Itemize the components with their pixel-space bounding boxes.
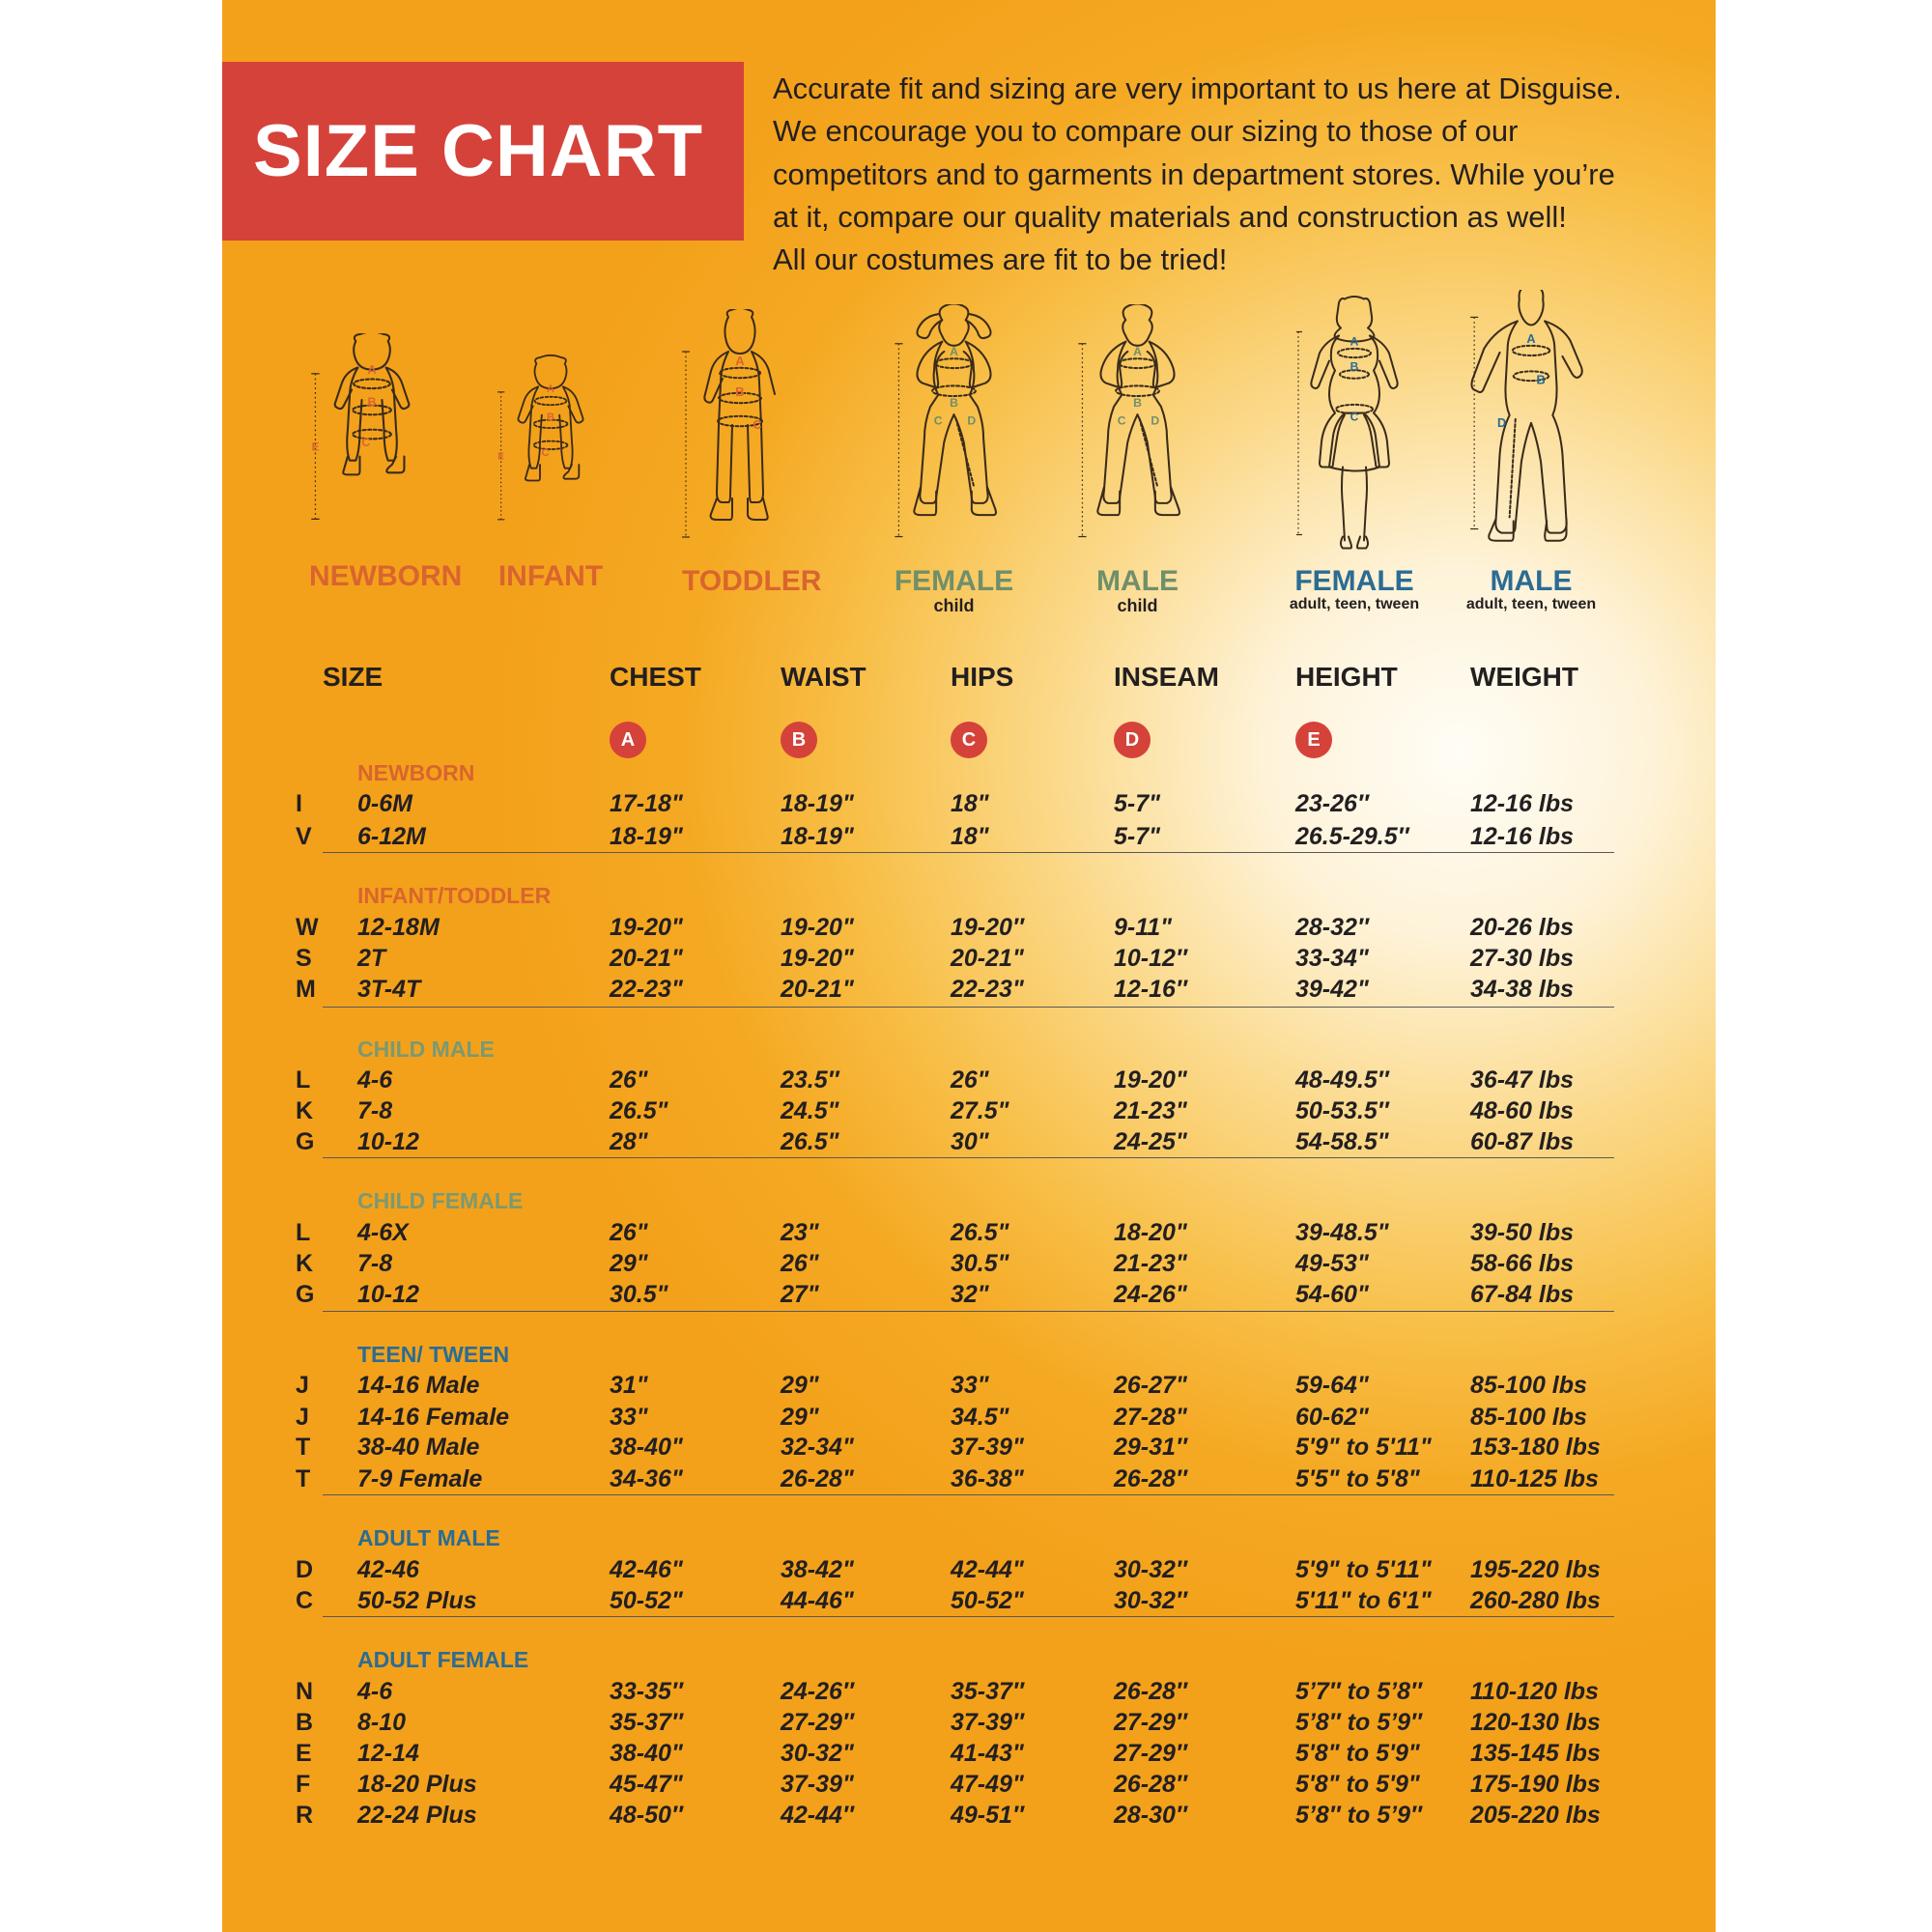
svg-text:A: A [547,384,554,395]
svg-text:A: A [1350,335,1359,349]
svg-text:B: B [547,412,554,423]
svg-text:C: C [934,413,943,427]
svg-text:C: C [1350,411,1359,424]
svg-text:A: A [950,345,958,358]
svg-text:B: B [1350,360,1359,374]
svg-text:E: E [312,441,320,453]
svg-text:B: B [1537,372,1546,386]
svg-text:A: A [367,363,376,377]
svg-text:A: A [1133,345,1142,358]
svg-text:C: C [1118,413,1126,427]
svg-text:E: E [497,452,504,463]
svg-text:B: B [735,384,744,399]
svg-text:C: C [542,447,550,459]
svg-text:D: D [1151,413,1159,427]
svg-text:C: C [361,436,370,449]
svg-text:D: D [1497,415,1506,430]
svg-text:B: B [1133,396,1142,410]
svg-text:A: A [1526,331,1535,346]
svg-text:A: A [735,354,745,368]
svg-text:D: D [967,413,976,427]
svg-text:C: C [753,417,762,432]
svg-text:B: B [367,395,376,409]
svg-text:B: B [950,396,958,410]
